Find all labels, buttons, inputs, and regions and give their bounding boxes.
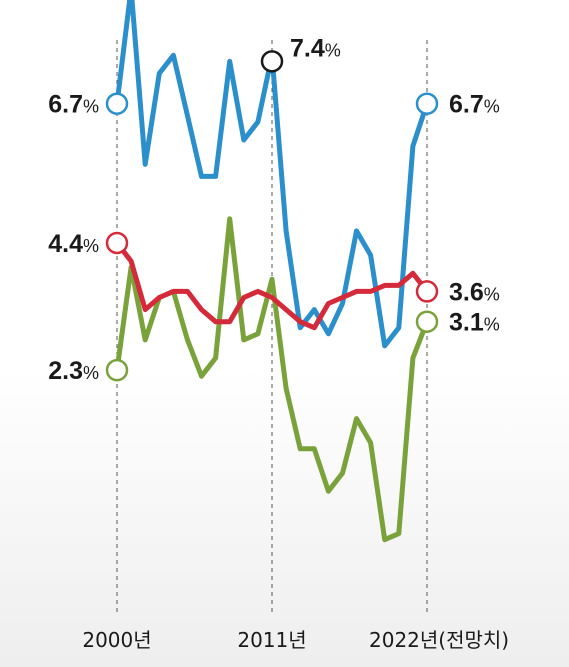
value-label-number: 6.7 bbox=[48, 91, 83, 119]
value-label-unit: % bbox=[484, 315, 500, 335]
value-label-number: 3.6 bbox=[449, 278, 484, 306]
x-tick-label-2011: 2011년 bbox=[237, 628, 306, 652]
x-tick-label-2000: 2000년 bbox=[82, 628, 151, 652]
value-label-red-2000: 4.4% bbox=[48, 230, 99, 258]
value-label-number: 7.4 bbox=[290, 34, 325, 62]
value-label-unit: % bbox=[83, 363, 99, 383]
value-label-unit: % bbox=[484, 97, 500, 117]
value-labels: 6.7% 6.7%7.4%4.4%3.6%2.3%3.1% bbox=[48, 34, 500, 385]
value-label-blue-2000: 6.7% bbox=[48, 91, 99, 119]
marker-green-2022 bbox=[415, 310, 439, 333]
point-markers bbox=[105, 50, 439, 382]
marker-blue-2011 bbox=[260, 50, 284, 73]
value-label-number: 3.1 bbox=[449, 309, 484, 337]
x-tick-label-2022: 2022년(전망치) bbox=[369, 628, 509, 652]
value-label-number: 2.3 bbox=[48, 357, 83, 385]
value-label-unit: % bbox=[83, 236, 99, 256]
value-label-blue-2022: 6.7% bbox=[449, 91, 500, 119]
value-label-unit: % bbox=[484, 284, 500, 304]
value-label-unit: % bbox=[83, 97, 99, 117]
series-line-red bbox=[114, 240, 430, 331]
marker-red-2022 bbox=[415, 280, 439, 303]
value-label-unit: % bbox=[325, 40, 341, 60]
marker-red-2000 bbox=[105, 231, 129, 255]
marker-blue-2022 bbox=[415, 92, 439, 115]
marker-green-2000 bbox=[105, 358, 129, 382]
value-label-green-2000: 2.3% bbox=[48, 357, 99, 385]
value-label-green-2022: 3.1% bbox=[449, 309, 500, 337]
marker-blue-2000 bbox=[105, 92, 129, 115]
x-axis-tick-labels: 2000년 2011년 2022년(전망치) bbox=[82, 628, 509, 652]
value-label-number: 4.4 bbox=[48, 230, 83, 258]
value-label-number: 6.7 bbox=[449, 91, 484, 119]
value-label-blue-2011: 7.4% bbox=[290, 34, 341, 62]
value-label-red-2022: 3.6% bbox=[449, 278, 500, 306]
